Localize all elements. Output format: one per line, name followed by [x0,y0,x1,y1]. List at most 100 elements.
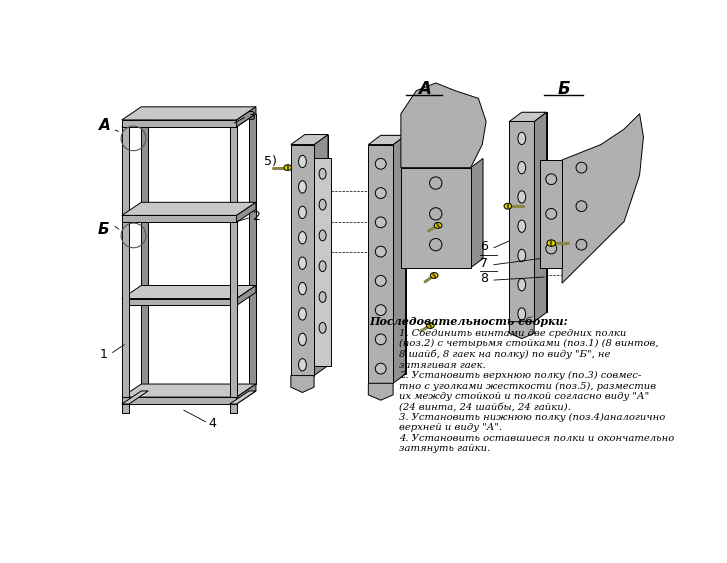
Text: 7: 7 [480,257,488,270]
Ellipse shape [299,359,306,371]
Ellipse shape [299,181,306,193]
Circle shape [375,275,386,286]
Polygon shape [122,107,256,120]
Ellipse shape [299,333,306,346]
Ellipse shape [518,191,526,203]
Text: А: А [99,118,111,133]
Polygon shape [369,135,406,145]
Polygon shape [401,168,470,268]
Ellipse shape [299,308,306,320]
Text: 5): 5) [264,155,277,168]
Polygon shape [122,127,129,397]
Ellipse shape [284,165,292,171]
Polygon shape [522,112,547,312]
Ellipse shape [518,162,526,174]
Polygon shape [314,135,328,376]
Polygon shape [122,216,236,222]
Polygon shape [534,112,547,321]
Circle shape [576,239,587,250]
Polygon shape [230,391,256,404]
Polygon shape [230,114,256,127]
Circle shape [375,217,386,227]
Text: 1: 1 [100,347,108,360]
Ellipse shape [319,199,326,210]
Polygon shape [291,376,314,392]
Polygon shape [562,114,643,283]
Text: А: А [418,80,430,98]
Ellipse shape [504,203,512,209]
Ellipse shape [319,261,326,271]
Polygon shape [122,384,256,397]
Circle shape [546,174,557,185]
Circle shape [375,187,386,199]
Circle shape [430,177,442,189]
Polygon shape [510,321,534,338]
Polygon shape [369,145,393,383]
Polygon shape [291,145,314,376]
Ellipse shape [299,155,306,168]
Polygon shape [249,114,256,384]
Circle shape [430,208,442,220]
Ellipse shape [430,272,438,279]
Ellipse shape [518,308,526,320]
Polygon shape [369,383,393,400]
Polygon shape [122,114,148,127]
Circle shape [546,243,557,254]
Text: 1. Соединить винтами две средних полки
(поз.2) с четырьмя стойками (поз.1) (8 ви: 1. Соединить винтами две средних полки (… [399,329,675,453]
Polygon shape [305,135,328,365]
Ellipse shape [319,323,326,333]
Text: 3: 3 [246,110,254,123]
Circle shape [375,158,386,169]
Polygon shape [122,202,256,216]
Ellipse shape [299,231,306,244]
Text: 4: 4 [209,417,217,430]
Ellipse shape [319,230,326,241]
Polygon shape [230,404,236,413]
Polygon shape [236,384,256,404]
Polygon shape [510,122,534,321]
Polygon shape [141,114,148,384]
Polygon shape [122,397,236,404]
Circle shape [430,239,442,251]
Ellipse shape [518,220,526,233]
Ellipse shape [547,240,555,247]
Circle shape [375,334,386,345]
Ellipse shape [518,279,526,291]
Circle shape [546,208,557,219]
Polygon shape [236,107,256,127]
Polygon shape [122,404,129,413]
Circle shape [576,201,587,212]
Ellipse shape [319,292,326,302]
Ellipse shape [427,323,434,328]
Circle shape [375,246,386,257]
Polygon shape [510,112,547,122]
Ellipse shape [319,168,326,179]
Text: Б: Б [558,80,570,98]
Polygon shape [122,285,256,298]
Polygon shape [122,120,236,127]
Polygon shape [401,83,486,168]
Polygon shape [122,298,236,306]
Circle shape [375,305,386,315]
Text: Б: Б [97,222,109,237]
Text: 8: 8 [480,272,488,285]
Ellipse shape [434,222,442,229]
Ellipse shape [518,132,526,145]
Polygon shape [314,158,331,367]
Polygon shape [291,135,328,145]
Ellipse shape [299,283,306,294]
Polygon shape [230,127,236,397]
Circle shape [576,162,587,173]
Polygon shape [540,160,562,268]
Circle shape [375,363,386,374]
Text: 6: 6 [480,240,488,253]
Ellipse shape [518,249,526,262]
Polygon shape [236,285,256,306]
Polygon shape [470,158,483,268]
Polygon shape [393,135,406,383]
Ellipse shape [299,257,306,269]
Text: 2: 2 [252,209,260,223]
Polygon shape [381,135,406,374]
Text: Последовательность сборки:: Последовательность сборки: [370,316,569,327]
Polygon shape [236,202,256,222]
